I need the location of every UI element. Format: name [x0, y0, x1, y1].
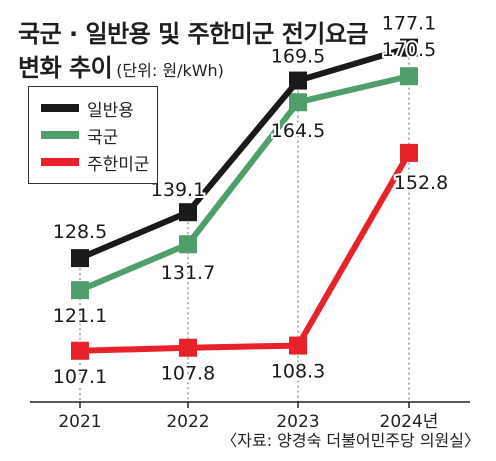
x-tick-label: 2024년: [380, 412, 439, 432]
legend: 일반용 국군 주한미군: [28, 86, 158, 184]
series-line-general: [78, 44, 410, 261]
data-point-usfk: [289, 336, 307, 355]
legend-label-general: 일반용: [87, 100, 134, 121]
legend-swatch-usfk: [41, 158, 79, 166]
data-point-general: [289, 71, 307, 90]
data-point-usfk: [179, 338, 197, 357]
data-label-usfk: 107.1: [53, 366, 107, 388]
legend-label-military: 국군: [87, 127, 119, 148]
data-label-usfk: 107.8: [161, 363, 215, 385]
data-point-military: [289, 93, 307, 112]
legend-swatch-general: [41, 104, 79, 112]
unit-label: (단위: 원/kWh): [116, 61, 224, 80]
chart-title: 국군 · 일반용 및 주한미군 전기요금: [18, 20, 369, 48]
data-label-military: 121.1: [53, 305, 107, 327]
legend-item-military: 국군: [41, 124, 119, 148]
legend-item-general: 일반용: [41, 97, 134, 121]
data-point-general: [400, 38, 418, 57]
data-label-military: 170.5: [382, 39, 436, 61]
data-label-general: 169.5: [271, 46, 325, 68]
data-label-usfk: 152.8: [394, 172, 448, 194]
chart-title-line2: 변화 추이 (단위: 원/kWh): [18, 48, 224, 83]
legend-item-usfk: 주한미군: [41, 151, 150, 175]
data-label-general: 177.1: [382, 13, 436, 35]
series-line-military: [78, 73, 410, 293]
data-label-usfk: 108.3: [271, 361, 325, 383]
data-label-general: 128.5: [53, 221, 107, 243]
data-point-military: [400, 67, 418, 86]
data-point-military: [179, 235, 197, 254]
series-line-usfk: [79, 151, 412, 354]
chart-title-part2: 변화 추이: [18, 54, 113, 82]
data-label-military: 164.5: [271, 120, 325, 142]
source-note: 〈자료: 양경숙 더불어민주당 의원실〉: [221, 431, 480, 450]
x-tick-label: 2021: [58, 412, 101, 432]
x-tick-label: 2023: [276, 412, 319, 432]
data-point-usfk: [71, 341, 89, 360]
legend-label-usfk: 주한미군: [87, 154, 150, 175]
legend-swatch-military: [41, 131, 79, 139]
x-tick-label: 2022: [166, 412, 209, 432]
data-point-general: [71, 249, 89, 268]
data-point-general: [179, 203, 197, 222]
data-label-military: 131.7: [161, 262, 215, 284]
data-label-general: 139.1: [151, 179, 205, 201]
data-point-military: [71, 281, 89, 300]
data-point-usfk: [400, 143, 418, 162]
